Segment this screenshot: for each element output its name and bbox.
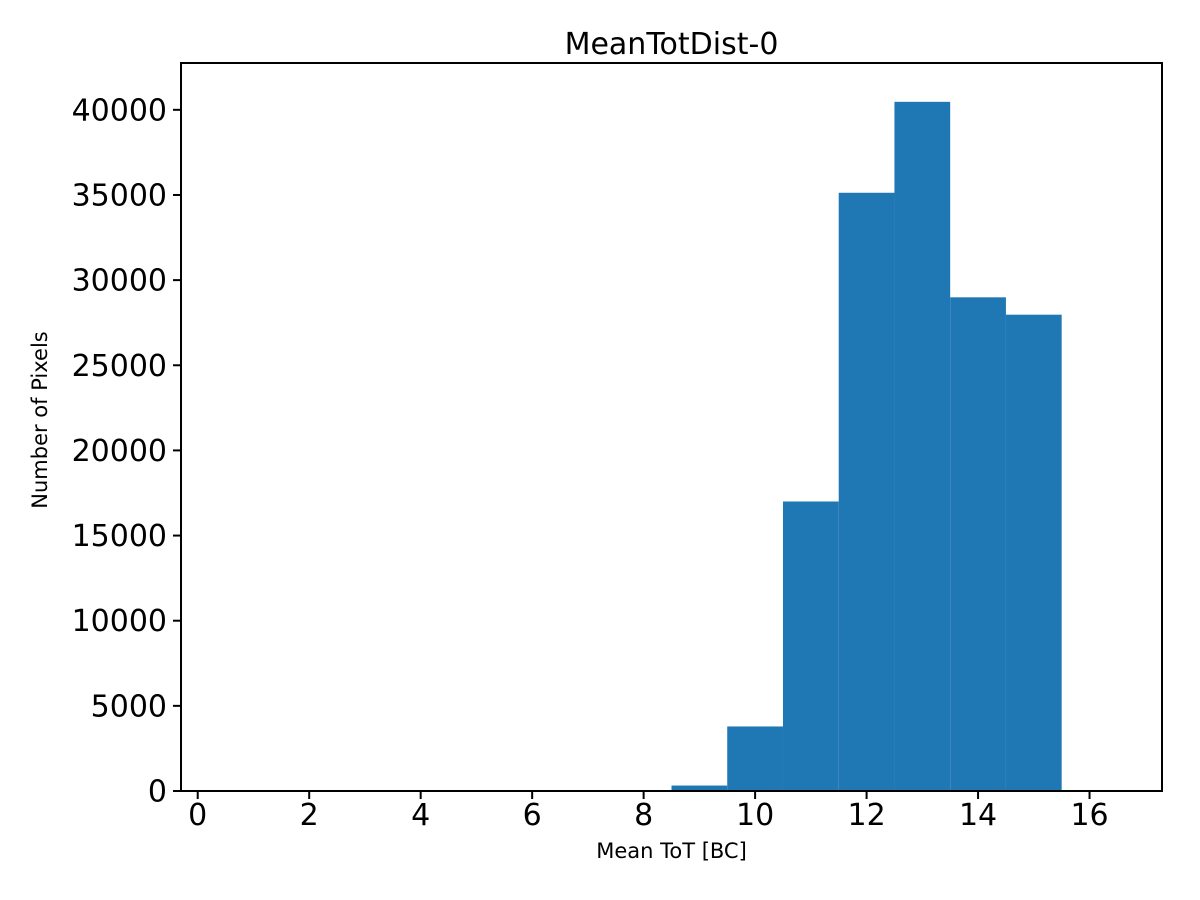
x-axis-tick-label: 8 bbox=[634, 798, 653, 833]
y-axis-tick-label: 10000 bbox=[72, 604, 167, 639]
y-axis-tick-label: 40000 bbox=[72, 93, 167, 128]
histogram-bar bbox=[1005, 314, 1062, 791]
histogram-bar bbox=[950, 297, 1006, 791]
chart-title: MeanTotDist-0 bbox=[564, 27, 779, 62]
x-axis-tick-label: 0 bbox=[188, 798, 207, 833]
histogram-bar bbox=[727, 726, 783, 791]
x-axis-tick-label: 16 bbox=[1070, 798, 1108, 833]
histogram-bar bbox=[894, 101, 951, 792]
x-axis-tick-label: 4 bbox=[411, 798, 430, 833]
y-axis-tick-label: 35000 bbox=[72, 178, 167, 213]
y-axis-tick-label: 0 bbox=[148, 775, 167, 810]
x-axis-tick-label: 12 bbox=[847, 798, 885, 833]
x-axis-label: Mean ToT [BC] bbox=[596, 839, 747, 863]
histogram-bar bbox=[838, 192, 895, 791]
y-axis-tick-label: 25000 bbox=[72, 349, 167, 384]
histogram-bar bbox=[671, 785, 728, 791]
y-axis-tick-label: 15000 bbox=[72, 519, 167, 554]
histogram-bar bbox=[782, 501, 839, 791]
x-axis-tick-label: 14 bbox=[959, 798, 997, 833]
plot-border bbox=[180, 62, 1163, 792]
x-axis-tick-label: 2 bbox=[300, 798, 319, 833]
x-axis-tick-label: 6 bbox=[523, 798, 542, 833]
y-axis-tick-label: 20000 bbox=[72, 434, 167, 469]
y-axis-tick-label: 5000 bbox=[91, 689, 167, 724]
x-axis-tick-label: 10 bbox=[736, 798, 774, 833]
y-axis-tick-label: 30000 bbox=[72, 264, 167, 299]
